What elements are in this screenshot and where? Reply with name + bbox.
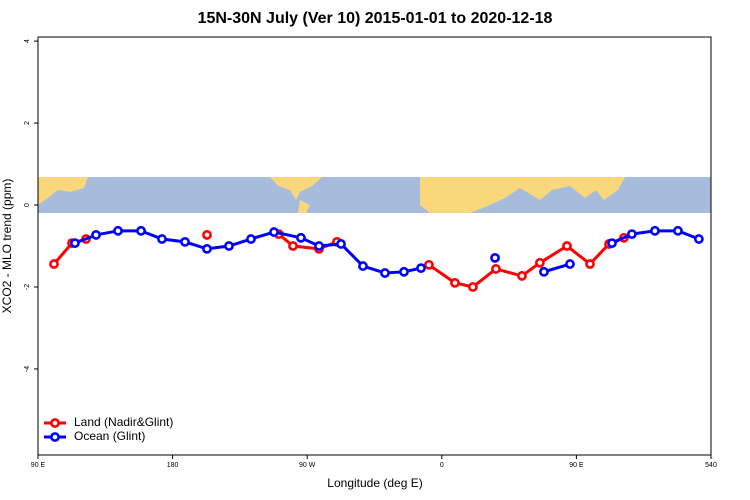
- data-point: [288, 241, 298, 251]
- data-point: [607, 238, 617, 249]
- plot-marks: [49, 225, 704, 292]
- y-tick-label: -2: [24, 284, 31, 290]
- plot-frame: [37, 36, 712, 456]
- data-point: [562, 241, 572, 251]
- data-point: [113, 225, 123, 236]
- x-tick-label: 90 W: [299, 462, 316, 469]
- chart-title: 15N-30N July (Ver 10) 2015-01-01 to 2020…: [198, 10, 553, 27]
- data-point: [565, 259, 575, 269]
- data-point: [424, 259, 434, 270]
- data-point: [673, 225, 683, 236]
- y-axis-label: XCO2 - MLO trend (ppm): [0, 179, 14, 314]
- legend-marker: [50, 418, 60, 428]
- data-point: [224, 241, 234, 251]
- data-point: [70, 238, 80, 249]
- legend-label: Ocean (Glint): [74, 429, 145, 443]
- data-point: [269, 227, 279, 237]
- data-point: [626, 229, 637, 240]
- legend-marker: [50, 432, 60, 442]
- data-point: [450, 277, 460, 288]
- y-tick-label: 4: [24, 39, 31, 43]
- data-point: [180, 237, 190, 247]
- legend-label: Land (Nadir&Glint): [74, 415, 173, 429]
- data-point: [358, 261, 368, 271]
- y-tick-label: 2: [24, 121, 31, 125]
- x-tick-label: 90 E: [31, 462, 46, 469]
- data-point: [91, 230, 101, 240]
- data-point: [136, 225, 146, 236]
- data-point: [416, 263, 426, 274]
- y-tick-label: 0: [24, 203, 31, 207]
- data-point: [490, 252, 500, 263]
- data-point: [314, 241, 324, 251]
- data-point: [380, 268, 390, 278]
- data-point: [517, 271, 527, 281]
- data-point: [202, 230, 212, 240]
- x-tick-label: 90 E: [569, 462, 584, 469]
- data-point: [399, 266, 409, 277]
- x-tick-label: 540: [705, 462, 717, 469]
- data-point: [157, 234, 167, 244]
- data-point: [491, 264, 501, 274]
- x-tick-label: 180: [167, 462, 179, 469]
- data-point: [585, 259, 595, 269]
- x-tick-label: 0: [440, 462, 444, 469]
- data-point: [336, 239, 346, 249]
- data-point: [49, 259, 59, 269]
- data-point: [693, 234, 704, 244]
- data-point: [535, 257, 545, 268]
- world-map-strip: [38, 177, 711, 213]
- y-tick-label: -4: [24, 366, 31, 372]
- data-point: [296, 232, 306, 243]
- data-point: [468, 282, 478, 292]
- data-point: [202, 243, 212, 254]
- x-axis-label: Longitude (deg E): [327, 476, 422, 490]
- data-point: [246, 234, 256, 244]
- data-point: [539, 266, 549, 277]
- data-point: [650, 225, 660, 236]
